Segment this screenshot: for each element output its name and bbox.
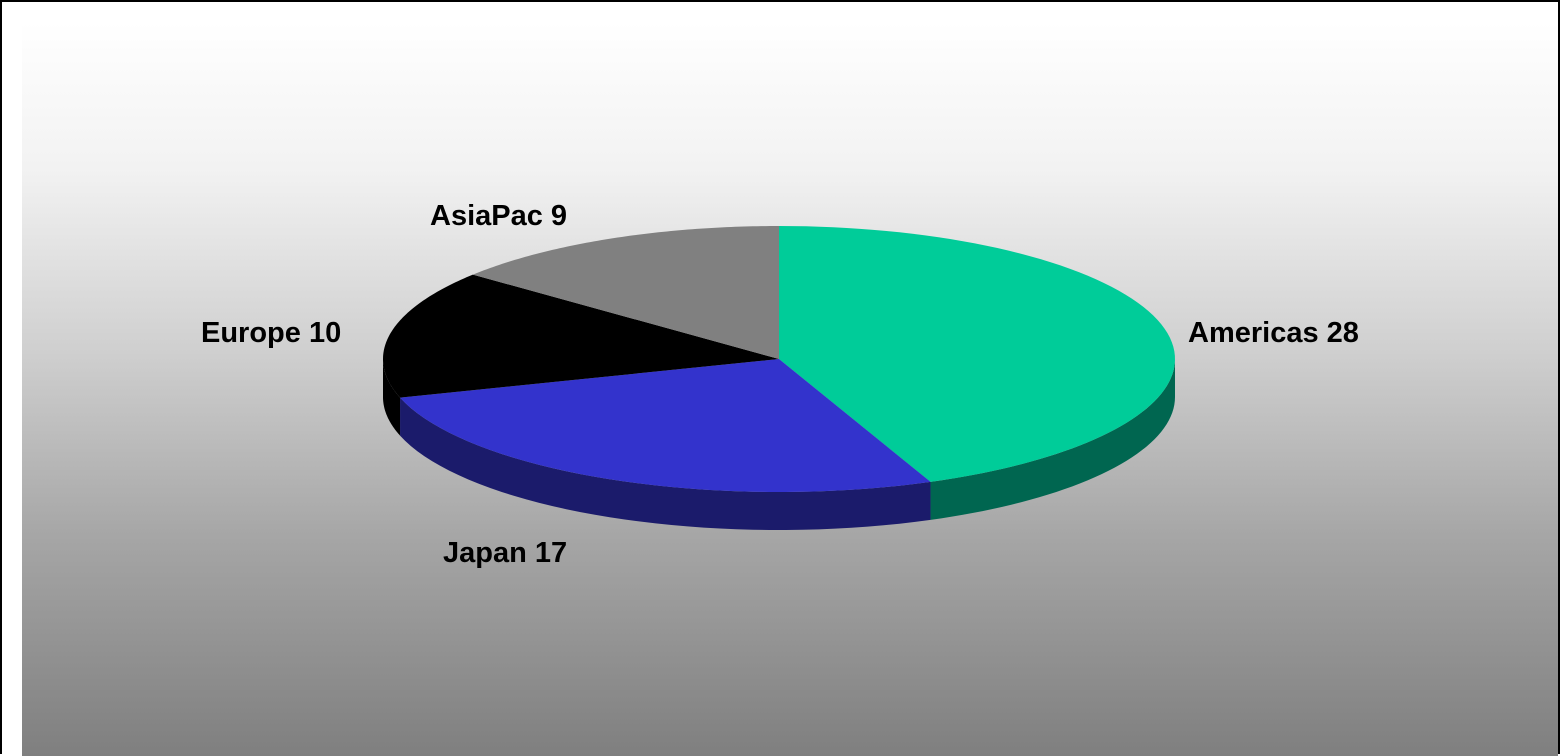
pie-slice-americas <box>779 226 1175 482</box>
label-americas: Americas 28 <box>1188 317 1359 349</box>
label-asiapac: AsiaPac 9 <box>430 200 567 232</box>
pie-slice-asiapac <box>472 226 779 359</box>
pie-sides <box>383 359 1175 530</box>
pie-side-europe <box>383 359 401 436</box>
label-japan: Japan 17 <box>443 537 567 569</box>
pie-slice-europe <box>383 274 779 398</box>
pie-labels: Americas 28 Japan 17 Europe 10 AsiaPac 9 <box>201 200 1359 569</box>
label-europe: Europe 10 <box>201 317 341 349</box>
pie-slices <box>383 226 1175 492</box>
pie-side-americas <box>930 359 1175 520</box>
pie-side-japan <box>400 397 931 530</box>
pie-slice-japan <box>400 359 931 492</box>
